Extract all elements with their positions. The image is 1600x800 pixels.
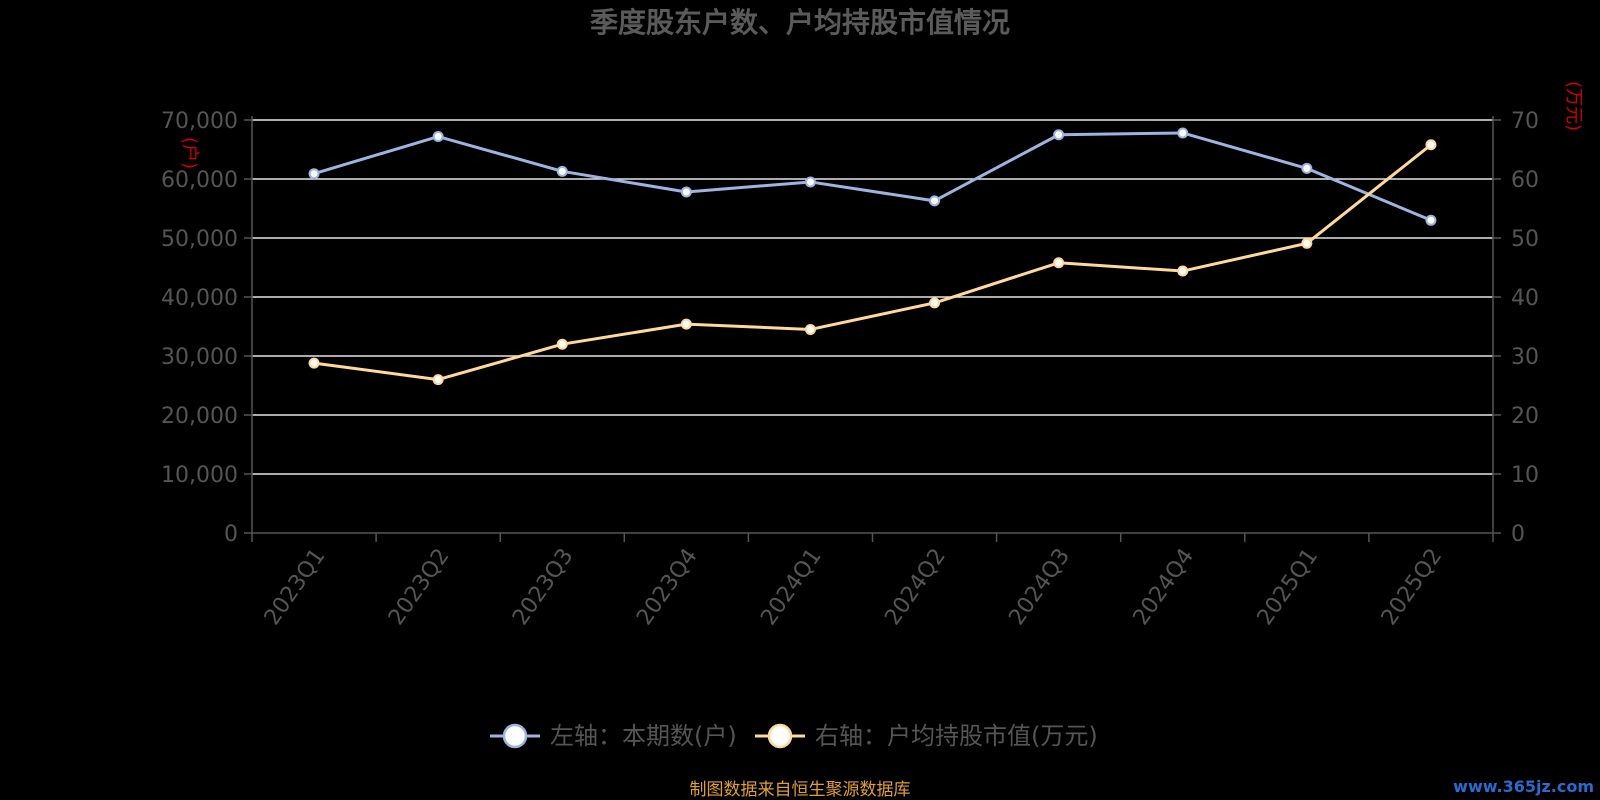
series-group	[308, 127, 1437, 386]
series-line	[313, 143, 1432, 382]
source-note: 制图数据来自恒生聚源数据库	[690, 780, 911, 800]
left-axis-ticks: 0 10,000 20,000 30,000 40,000 50,000 60,000 70,…	[161, 109, 252, 547]
left-tick-label: 40,000	[161, 286, 238, 311]
data-point	[1425, 214, 1437, 226]
right-tick-label: 50	[1511, 227, 1539, 252]
right-tick-label: 70	[1511, 109, 1539, 134]
x-tick-label: 2024Q4	[1129, 544, 1200, 630]
series-line	[313, 131, 1432, 222]
x-tick-label: 2024Q3	[1004, 544, 1075, 630]
right-tick-label: 10	[1511, 463, 1539, 488]
data-point	[432, 131, 444, 143]
data-point	[1301, 237, 1313, 249]
data-point	[680, 318, 692, 330]
x-tick-label: 2023Q3	[508, 544, 579, 630]
right-tick-label: 30	[1511, 345, 1539, 370]
data-point	[308, 168, 320, 180]
data-point	[556, 338, 568, 350]
left-tick-label: 30,000	[161, 345, 238, 370]
left-tick-label: 50,000	[161, 227, 238, 252]
right-axis-unit: (万元)	[1563, 81, 1584, 131]
right-tick-label: 60	[1511, 168, 1539, 193]
left-tick-label: 70,000	[161, 109, 238, 134]
legend-marker-right	[767, 723, 793, 749]
legend-item-left-series[interactable]: 左轴：本期数(户)	[490, 722, 737, 750]
data-point	[308, 357, 320, 369]
x-tick-label: 2023Q1	[260, 544, 331, 630]
data-point	[929, 297, 941, 309]
x-tick-label: 2023Q2	[384, 544, 455, 630]
x-axis-ticks: 2023Q1 2023Q2 2023Q3 2023Q4 2024Q1 2024Q2 2024…	[251, 533, 1494, 630]
x-tick-label: 2025Q2	[1377, 544, 1448, 630]
legend[interactable]: 左轴：本期数(户) 右轴：户均持股市值(万元)	[490, 722, 1098, 750]
data-point	[1053, 129, 1065, 141]
x-tick-label: 2024Q2	[880, 544, 951, 630]
right-tick-label: 0	[1511, 522, 1525, 547]
right-axis-ticks: 0 10 20 30 40 50 60 70	[1493, 109, 1539, 547]
right-tick-label: 20	[1511, 404, 1539, 429]
x-tick-label: 2024Q1	[756, 544, 827, 630]
x-tick-label: 2023Q4	[632, 544, 703, 630]
data-point	[556, 165, 568, 177]
grid-lines	[252, 119, 1493, 475]
data-point	[1053, 257, 1065, 269]
data-point	[929, 195, 941, 207]
chart-title: 季度股东户数、户均持股市值情况	[590, 6, 1010, 39]
series-left	[308, 127, 1437, 226]
data-point	[1301, 162, 1313, 174]
watermark: www.365jz.com	[1453, 777, 1594, 796]
data-point	[1177, 127, 1189, 139]
left-tick-label: 0	[224, 522, 238, 547]
data-point	[432, 374, 444, 386]
legend-label-right: 右轴：户均持股市值(万元)	[815, 722, 1098, 750]
right-tick-label: 40	[1511, 286, 1539, 311]
data-point	[1177, 265, 1189, 277]
series-right	[308, 139, 1437, 386]
data-point	[804, 323, 816, 335]
legend-label-left: 左轴：本期数(户)	[550, 722, 737, 750]
data-point	[804, 176, 816, 188]
data-point	[1425, 139, 1437, 151]
left-axis-unit: (户)	[179, 137, 200, 169]
legend-item-right-series[interactable]: 右轴：户均持股市值(万元)	[755, 722, 1098, 750]
data-point	[680, 186, 692, 198]
legend-marker-left	[502, 723, 528, 749]
left-tick-label: 10,000	[161, 463, 238, 488]
x-tick-label: 2025Q1	[1253, 544, 1324, 630]
left-tick-label: 60,000	[161, 168, 238, 193]
left-tick-label: 20,000	[161, 404, 238, 429]
